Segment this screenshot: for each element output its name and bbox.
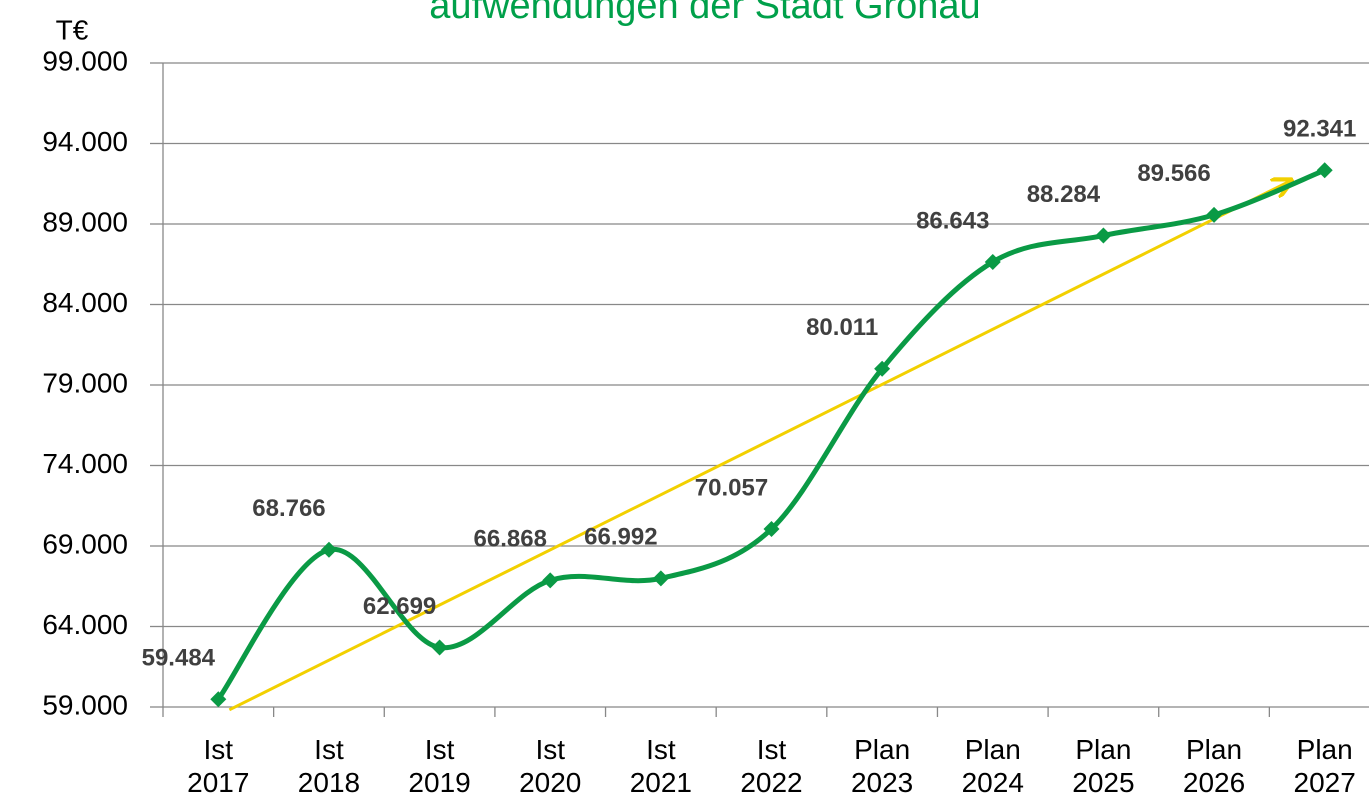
data-label: 89.566 (1137, 160, 1210, 187)
data-label: 66.992 (584, 524, 657, 551)
x-tick-label: Ist 2017 (187, 734, 250, 798)
x-tick-label: Plan 2025 (1072, 734, 1135, 798)
data-label: 92.341 (1283, 116, 1356, 143)
point-marker (431, 639, 448, 656)
chart-title: aufwendungen der Stadt Gronau (429, 0, 980, 27)
x-tick-label: Plan 2027 (1293, 734, 1356, 798)
point-marker (652, 570, 669, 587)
x-tick-label: Ist 2022 (740, 734, 803, 798)
x-tick-label: Ist 2019 (408, 734, 471, 798)
y-tick-label: 59.000 (42, 689, 128, 720)
x-tick-label: Plan 2023 (850, 734, 914, 798)
y-tick-label: 64.000 (42, 609, 128, 640)
data-label: 70.057 (695, 474, 768, 501)
trend-line (228, 180, 1291, 712)
x-tick-label: Ist 2021 (629, 734, 692, 798)
point-marker (763, 520, 780, 537)
point-marker (1206, 206, 1223, 223)
data-label: 80.011 (806, 314, 878, 341)
point-marker (1095, 227, 1112, 244)
y-tick-label: 94.000 (42, 126, 128, 157)
data-label: 66.868 (474, 526, 547, 553)
x-tick-label: Ist 2020 (519, 734, 582, 798)
y-tick-label: 74.000 (42, 448, 128, 479)
x-tick-label: Ist 2018 (297, 734, 361, 798)
point-marker (984, 253, 1001, 270)
data-label: 86.643 (916, 207, 989, 234)
y-axis-label: T€ (56, 14, 89, 45)
data-label: 68.766 (252, 495, 325, 522)
point-marker (1316, 162, 1333, 179)
x-tick-label: Plan 2026 (1182, 734, 1246, 798)
point-marker (320, 541, 337, 558)
data-label: 59.484 (142, 645, 216, 672)
point-marker (542, 572, 559, 589)
y-tick-label: 99.000 (42, 45, 128, 76)
series-line (216, 167, 1326, 701)
x-tick-label: Plan 2024 (961, 734, 1024, 798)
data-label: 62.699 (363, 593, 436, 620)
point-marker (210, 691, 227, 708)
data-label: 88.284 (1027, 181, 1101, 208)
y-tick-label: 69.000 (42, 528, 128, 559)
y-tick-label: 79.000 (42, 367, 128, 398)
point-marker (874, 360, 891, 377)
y-tick-label: 89.000 (42, 206, 128, 237)
y-tick-label: 84.000 (42, 287, 128, 318)
